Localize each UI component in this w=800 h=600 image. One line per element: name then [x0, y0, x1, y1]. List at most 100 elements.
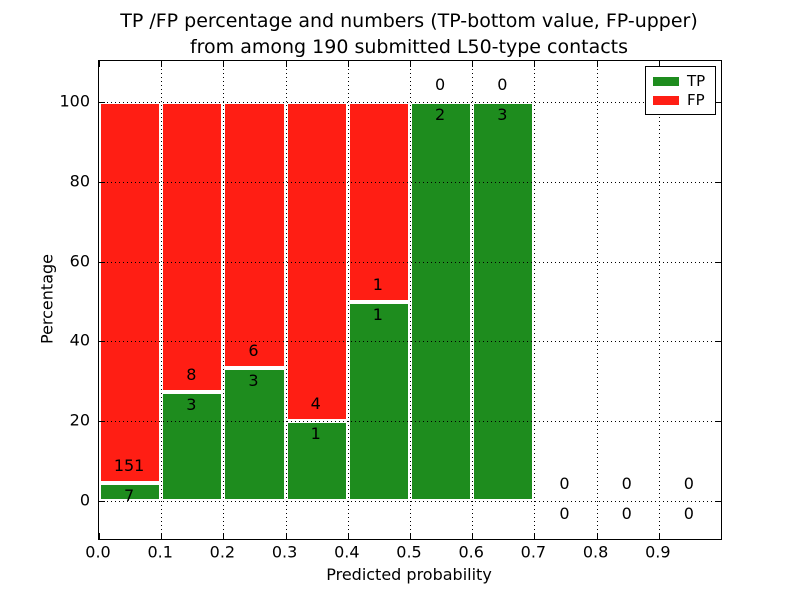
tp-count-label: 3: [186, 395, 197, 415]
fp-count-label: 0: [621, 474, 632, 493]
x-tick-label: 0.4: [334, 542, 360, 562]
x-tick-mark: [596, 533, 598, 539]
x-tick-label: 0.2: [209, 542, 236, 562]
x-gridline: [472, 61, 474, 539]
x-tick-label: 0.6: [458, 542, 484, 562]
tp-count-label: 3: [248, 371, 259, 390]
y-tick-label: 60: [69, 251, 90, 271]
y-tick-mark: [99, 341, 105, 343]
x-tick-mark: [472, 533, 474, 539]
y-tick-mark: [715, 421, 721, 423]
y-tick-mark: [715, 181, 721, 183]
legend-label-tp: TP: [687, 72, 706, 90]
tp-count-label: 0: [621, 504, 632, 523]
tp-count-label: 1: [310, 424, 321, 444]
tp-bar-segment: [161, 392, 224, 501]
y-tick-mark: [99, 501, 105, 502]
fp-count-label: 0: [559, 474, 570, 493]
fp-count-label: 0: [683, 474, 694, 493]
fp-swatch-icon: [653, 96, 679, 105]
fp-count-label: 0: [435, 75, 446, 94]
legend-label-fp: FP: [687, 91, 705, 109]
tp-count-label: 7: [124, 486, 135, 506]
legend-item-fp: FP: [646, 91, 715, 110]
tp-count-label: 1: [372, 304, 383, 324]
x-tick-mark: [99, 61, 100, 67]
x-tick-mark: [285, 533, 287, 539]
tp-bar-segment: [472, 102, 535, 501]
x-axis-label: Predicted probability: [326, 565, 492, 584]
fp-count-label: 151: [113, 456, 145, 476]
legend-item-tp: TP: [646, 72, 715, 91]
y-tick-mark: [99, 102, 105, 103]
x-tick-label: 0.1: [147, 542, 173, 562]
tp-count-label: 3: [497, 105, 508, 124]
fp-bar-segment: [223, 102, 286, 368]
tp-bar-segment: [410, 102, 473, 501]
x-tick-mark: [347, 61, 349, 67]
y-tick-label: 0: [79, 490, 90, 510]
fp-bar-segment: [99, 102, 162, 484]
y-tick-mark: [99, 181, 105, 183]
x-tick-mark: [223, 533, 225, 539]
x-tick-label: 0.9: [645, 542, 671, 562]
x-tick-label: 0.0: [85, 542, 111, 562]
x-tick-mark: [285, 61, 287, 67]
y-tick-label: 20: [69, 410, 90, 430]
x-gridline: [347, 61, 349, 539]
tp-count-label: 2: [435, 105, 446, 124]
x-tick-label: 0.5: [396, 542, 422, 562]
tp-bar-segment: [285, 421, 348, 501]
x-gridline: [534, 61, 536, 539]
x-tick-mark: [99, 533, 100, 539]
fp-count-label: 1: [372, 274, 383, 294]
x-tick-mark: [658, 533, 660, 539]
y-tick-label: 100: [59, 91, 90, 111]
plot-area: [98, 60, 722, 540]
x-tick-label: 0.8: [582, 542, 609, 562]
x-gridline: [223, 61, 225, 539]
x-tick-mark: [410, 533, 411, 539]
y-tick-mark: [715, 261, 721, 263]
y-tick-mark: [99, 261, 105, 263]
y-tick-mark: [715, 501, 721, 502]
x-tick-mark: [534, 533, 536, 539]
tp-bar-segment: [347, 301, 410, 501]
fp-count-label: 8: [186, 365, 197, 385]
y-tick-mark: [99, 421, 105, 423]
tp-count-label: 0: [559, 504, 570, 523]
x-gridline: [658, 61, 660, 539]
x-tick-mark: [472, 61, 474, 67]
x-tick-mark: [410, 61, 411, 67]
fp-count-label: 6: [248, 341, 259, 360]
tp-bar-segment: [99, 483, 162, 501]
fp-bar-segment: [347, 102, 410, 302]
x-tick-mark: [347, 533, 349, 539]
x-tick-mark: [161, 533, 163, 539]
x-tick-mark: [658, 61, 660, 67]
y-axis-label: Percentage: [37, 253, 57, 345]
x-tick-mark: [534, 61, 536, 67]
x-gridline: [285, 61, 287, 539]
y-tick-mark: [715, 341, 721, 343]
tp-bar-segment: [223, 368, 286, 501]
y-tick-label: 80: [69, 171, 90, 191]
legend: TP FP: [645, 66, 716, 115]
tp-count-label: 0: [683, 504, 694, 523]
x-tick-mark: [596, 61, 598, 67]
x-gridline: [161, 61, 163, 539]
fp-count-label: 0: [497, 75, 508, 94]
x-tick-mark: [161, 61, 163, 67]
x-gridline: [596, 61, 598, 539]
y-tick-label: 40: [69, 330, 90, 350]
chart-title-line2: from among 190 submitted L50-type contac…: [189, 36, 629, 58]
x-gridline: [410, 61, 411, 539]
x-tick-label: 0.3: [271, 542, 298, 562]
y-tick-mark: [715, 102, 721, 103]
fp-bar-segment: [161, 102, 224, 393]
x-tick-mark: [223, 61, 225, 67]
fp-count-label: 4: [310, 394, 321, 414]
chart-title-line1: TP /FP percentage and numbers (TP-bottom…: [120, 10, 698, 32]
tp-swatch-icon: [653, 77, 679, 86]
